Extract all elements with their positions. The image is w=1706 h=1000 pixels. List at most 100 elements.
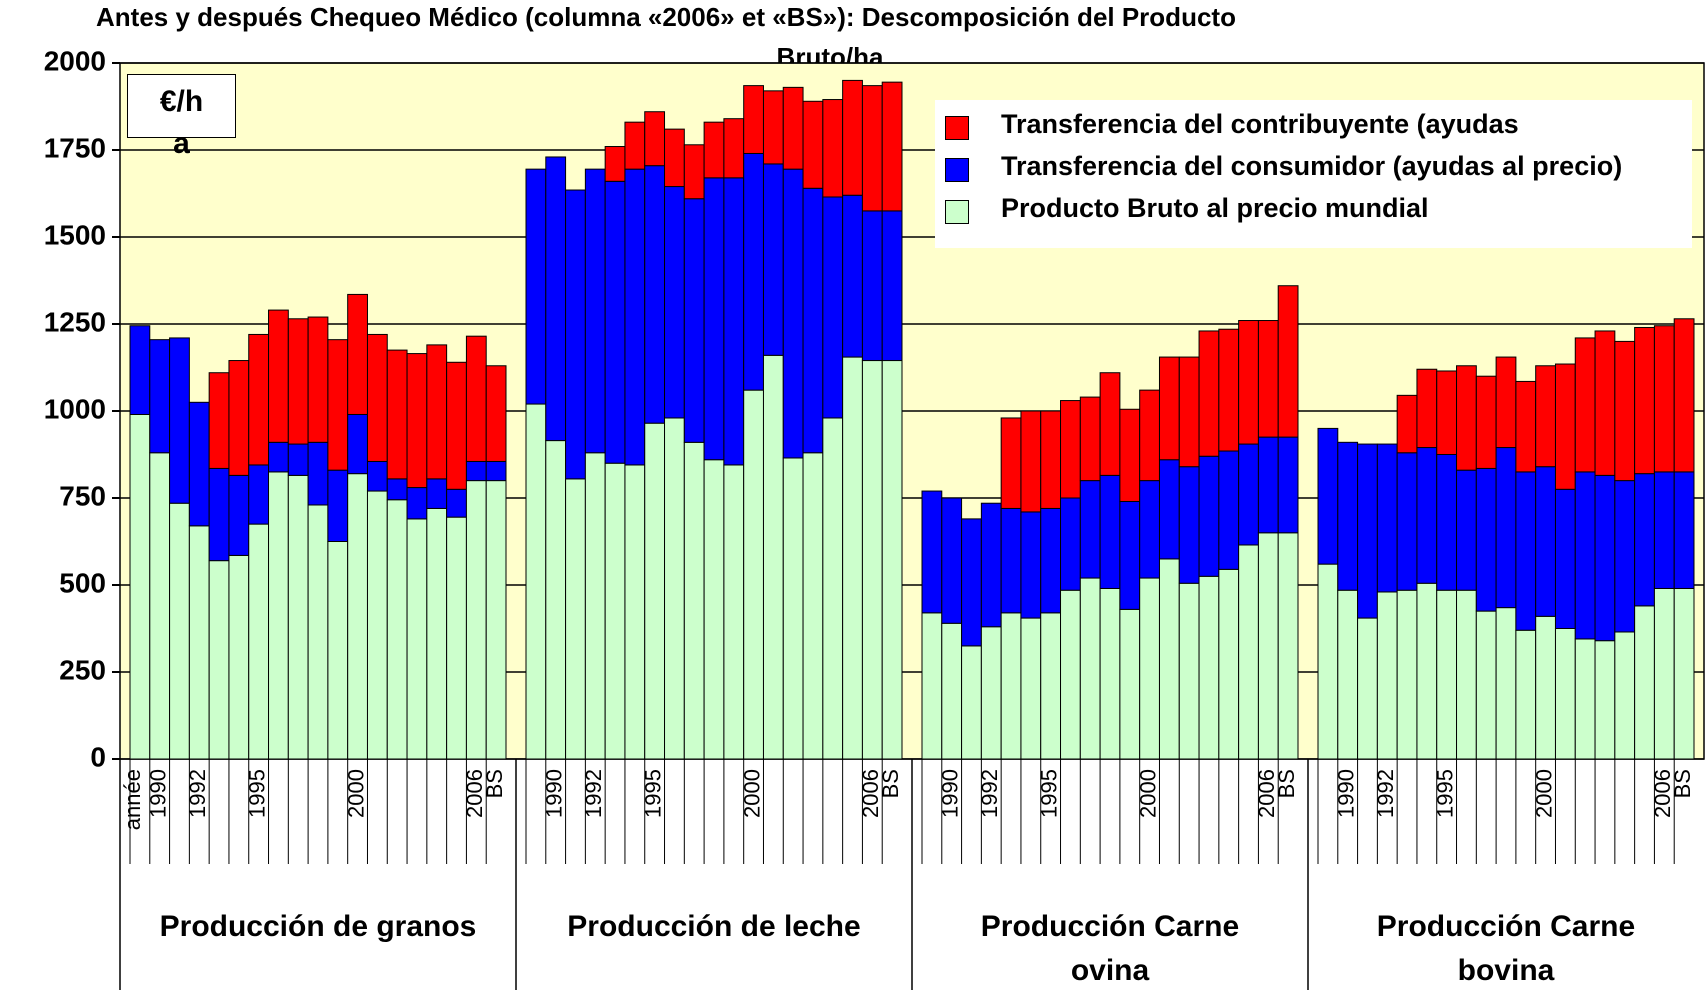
bar-segment (604, 180, 626, 464)
legend-label: Producto Bruto al precio mundial (1001, 193, 1429, 223)
bar-segment (1099, 474, 1121, 589)
bar-segment (1238, 443, 1259, 546)
bar-segment (664, 417, 685, 760)
bar-segment (1139, 577, 1160, 760)
bar-segment (584, 168, 606, 454)
x-tick-label: 2000 (343, 769, 368, 818)
y-axis-label: €/ha (159, 85, 204, 160)
bar-segment (1158, 558, 1180, 760)
bar-segment (1198, 575, 1220, 760)
bar-segment (287, 474, 309, 760)
bar-segment (762, 90, 784, 165)
bar-segment (1317, 563, 1339, 760)
bar-segment (485, 460, 507, 482)
bar-segment (1475, 610, 1497, 760)
bar-segment (307, 504, 329, 760)
bar-segment (1277, 285, 1299, 438)
y-tick-label: 250 (59, 654, 106, 685)
bar-segment (1376, 591, 1398, 760)
bar-segment (1040, 612, 1062, 760)
bar-segment (268, 441, 289, 473)
bar-segment (1554, 488, 1576, 629)
bar-segment (664, 186, 685, 419)
bar-segment (822, 196, 844, 419)
bar-segment (1653, 471, 1675, 589)
legend-item: Transferencia del contribuyente (ayudas (945, 106, 1641, 146)
bar-segment (327, 469, 349, 542)
bar-segment (861, 85, 883, 212)
bar-segment (1594, 330, 1616, 476)
bar-segment (624, 464, 646, 760)
x-tick-label: BS (878, 769, 903, 798)
bar-segment (861, 210, 883, 362)
bar-segment (782, 457, 804, 760)
x-tick-label: 1992 (185, 769, 210, 818)
x-axis-label: année (120, 769, 145, 830)
bar-segment (584, 452, 606, 760)
bar-segment (1158, 356, 1180, 461)
bar-segment (545, 156, 567, 442)
bar-segment (1238, 544, 1259, 760)
bar-segment (525, 168, 547, 405)
bar-segment (426, 507, 448, 760)
bar-segment (1416, 368, 1438, 449)
x-tick-label: 1990 (145, 769, 170, 818)
bar-segment (1158, 459, 1180, 560)
bar-segment (1416, 582, 1438, 760)
bar-segment (327, 541, 349, 760)
group-label: Producción de leche (549, 905, 879, 949)
bar-segment (624, 168, 646, 466)
bar-segment (1040, 410, 1062, 509)
bar-segment (1554, 363, 1576, 490)
bar-segment (307, 316, 329, 443)
bar-segment (1060, 400, 1081, 499)
x-tick-label: 1990 (541, 769, 566, 818)
bar-segment (228, 474, 250, 556)
x-tick-label: 1990 (1333, 769, 1358, 818)
bar-segment (762, 163, 784, 356)
bar-segment (149, 339, 171, 454)
bar-segment (1119, 500, 1141, 610)
bar-segment (743, 152, 764, 391)
bar-segment (248, 464, 270, 525)
x-tick-label: BS (1670, 769, 1695, 798)
legend-swatch (945, 158, 969, 182)
bar-segment (485, 365, 507, 462)
bar-segment (1178, 466, 1200, 584)
bar-segment (1396, 452, 1418, 591)
bar-segment (287, 318, 309, 445)
x-tick-label: 1995 (640, 769, 665, 818)
bar-segment (446, 488, 467, 518)
unit-box: €/ha (127, 74, 236, 160)
bar-segment (644, 165, 666, 424)
bar-segment (1673, 318, 1695, 473)
bar-segment (1673, 471, 1695, 589)
bar-segment (188, 525, 210, 760)
group-label: Producción Carne ovina (945, 905, 1275, 993)
bar-segment (426, 478, 448, 509)
bar-segment (1614, 340, 1636, 482)
x-tick-label: 1992 (581, 769, 606, 818)
x-tick-label: 2006 (1650, 769, 1675, 818)
bar-segment (228, 554, 250, 760)
bar-segment (1020, 511, 1042, 619)
bar-segment (921, 490, 943, 614)
bar-segment (822, 417, 844, 760)
x-tick-label: 1992 (977, 769, 1002, 818)
bar-segment (268, 309, 289, 443)
bar-segment (129, 325, 151, 415)
bar-segment (169, 502, 190, 760)
bar-segment (961, 645, 982, 760)
bar-segment (1653, 587, 1675, 760)
x-tick-label: 2000 (1135, 769, 1160, 818)
x-tick-label: BS (482, 769, 507, 798)
bar-segment (921, 612, 943, 760)
bar-segment (347, 473, 368, 760)
bar-segment (624, 121, 646, 170)
bar-segment (1495, 607, 1517, 760)
bar-segment (1020, 617, 1042, 760)
bar-segment (1060, 497, 1081, 591)
bar-segment (465, 335, 487, 462)
bar-segment (1376, 443, 1398, 593)
bar-segment (1396, 589, 1418, 760)
